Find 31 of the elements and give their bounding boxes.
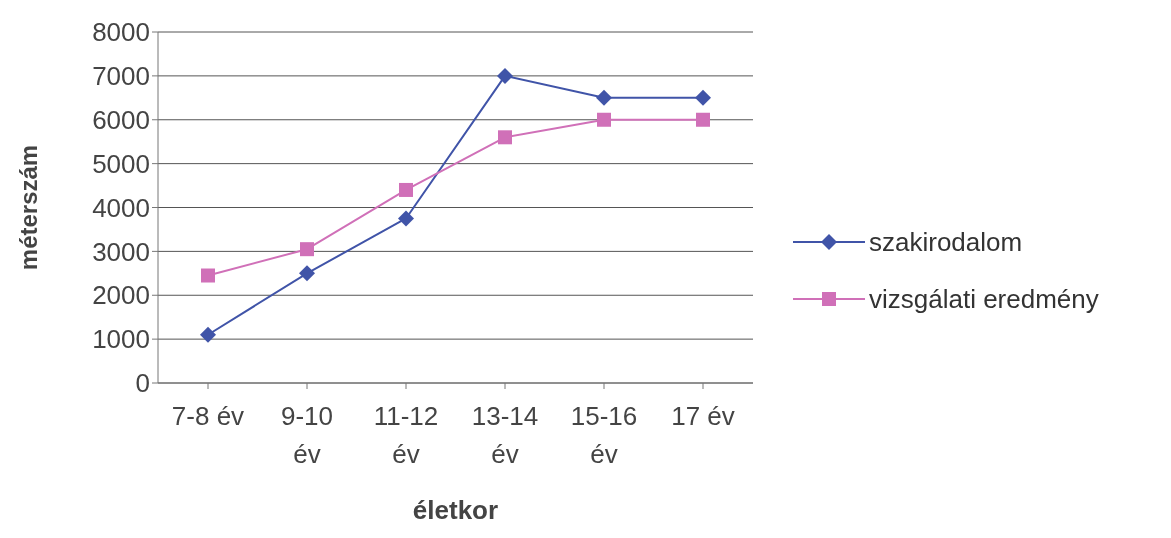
- y-tick-label: 1000: [92, 324, 150, 355]
- y-tick-label: 4000: [92, 192, 150, 223]
- legend-label: vizsgálati eredmény: [869, 283, 1099, 315]
- point: [201, 268, 215, 283]
- point: [299, 265, 315, 282]
- x-tick-label: 15-16 év: [570, 401, 638, 469]
- x-tick-label: 7-8 év: [171, 401, 245, 431]
- point: [498, 130, 512, 145]
- point: [300, 242, 314, 257]
- y-tick-label: 0: [135, 368, 150, 399]
- point: [200, 326, 216, 343]
- x-tick-label: 9-10 év: [280, 401, 334, 469]
- point: [497, 67, 513, 84]
- y-axis-title: méterszám: [14, 144, 42, 271]
- y-tick-label: 7000: [92, 61, 150, 92]
- y-tick-label: 3000: [92, 236, 150, 267]
- legend-label: szakirodalom: [869, 226, 1023, 258]
- x-tick-label: 13-14 év: [471, 401, 539, 469]
- y-tick-label: 5000: [92, 148, 150, 179]
- x-axis-title: életkor: [412, 495, 499, 525]
- y-tick-label: 8000: [92, 17, 150, 48]
- point: [398, 210, 414, 227]
- point: [695, 89, 711, 106]
- point: [596, 89, 612, 106]
- x-tick-label: 17 év: [671, 401, 735, 431]
- y-tick-label: 6000: [92, 104, 150, 135]
- y-tick-label: 2000: [92, 280, 150, 311]
- point: [696, 112, 710, 127]
- point: [597, 112, 611, 127]
- point: [399, 182, 413, 197]
- x-tick-label: 11-12 év: [373, 401, 439, 469]
